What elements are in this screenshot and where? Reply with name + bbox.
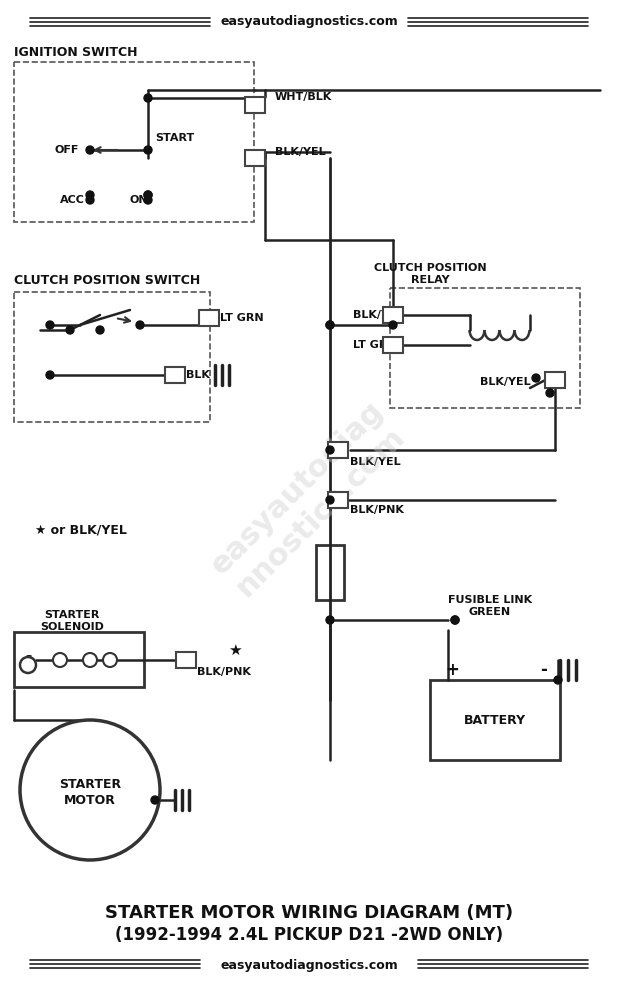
Text: START: START xyxy=(155,133,194,143)
Text: CLUTCH POSITION SWITCH: CLUTCH POSITION SWITCH xyxy=(14,273,200,286)
Circle shape xyxy=(20,657,36,673)
Text: BATTERY: BATTERY xyxy=(464,714,526,726)
Text: ★ or BLK/YEL: ★ or BLK/YEL xyxy=(35,524,127,536)
Bar xyxy=(14,632,144,687)
Text: LT GRN: LT GRN xyxy=(353,340,397,350)
Circle shape xyxy=(86,196,94,204)
Bar xyxy=(176,652,196,668)
Bar xyxy=(316,545,344,600)
Text: LT GRN: LT GRN xyxy=(220,313,264,323)
Bar xyxy=(328,442,348,458)
Text: SOLENOID: SOLENOID xyxy=(40,622,104,632)
Circle shape xyxy=(389,321,397,329)
Text: BLK/PNK: BLK/PNK xyxy=(197,667,251,677)
Text: GREEN: GREEN xyxy=(469,607,511,617)
Text: ACC: ACC xyxy=(60,195,85,205)
Bar xyxy=(328,492,348,508)
Text: BLK/PNK: BLK/PNK xyxy=(350,505,404,515)
Circle shape xyxy=(86,146,94,154)
Circle shape xyxy=(144,191,152,199)
Circle shape xyxy=(46,321,54,329)
Circle shape xyxy=(144,191,152,199)
Text: (1992-1994 2.4L PICKUP D21 -2WD ONLY): (1992-1994 2.4L PICKUP D21 -2WD ONLY) xyxy=(115,926,503,944)
Text: easyautodiagnostics.com: easyautodiagnostics.com xyxy=(220,15,398,28)
Circle shape xyxy=(532,374,540,382)
Circle shape xyxy=(151,796,159,804)
Text: BLK/YEL: BLK/YEL xyxy=(480,377,531,387)
Circle shape xyxy=(326,446,334,454)
Bar xyxy=(14,292,210,422)
Bar xyxy=(14,62,254,222)
Text: +: + xyxy=(445,661,459,679)
Text: easyautodiagnostics.com: easyautodiagnostics.com xyxy=(220,960,398,972)
Text: STARTER: STARTER xyxy=(59,778,121,792)
Text: BLK/YEL: BLK/YEL xyxy=(350,457,400,467)
Text: BLK/YEL: BLK/YEL xyxy=(353,310,404,320)
Circle shape xyxy=(136,321,144,329)
Text: S: S xyxy=(24,655,32,665)
Text: STARTER MOTOR WIRING DIAGRAM (MT): STARTER MOTOR WIRING DIAGRAM (MT) xyxy=(105,904,513,922)
Bar xyxy=(245,97,265,113)
Text: easyautodiag
nnostics.com: easyautodiag nnostics.com xyxy=(205,396,413,604)
Circle shape xyxy=(451,616,459,624)
Text: CLUTCH POSITION: CLUTCH POSITION xyxy=(374,263,486,273)
Circle shape xyxy=(144,146,152,154)
Circle shape xyxy=(546,389,554,397)
Bar xyxy=(545,372,565,388)
Circle shape xyxy=(46,371,54,379)
Circle shape xyxy=(144,196,152,204)
Circle shape xyxy=(86,191,94,199)
Text: WHT/BLK: WHT/BLK xyxy=(275,92,332,102)
Text: MOTOR: MOTOR xyxy=(64,794,116,806)
Circle shape xyxy=(103,653,117,667)
Text: OFF: OFF xyxy=(55,145,79,155)
Circle shape xyxy=(96,326,104,334)
Circle shape xyxy=(83,653,97,667)
Circle shape xyxy=(326,496,334,504)
Circle shape xyxy=(144,94,152,102)
Text: FUSIBLE LINK: FUSIBLE LINK xyxy=(448,595,532,605)
Bar xyxy=(383,337,403,353)
Text: -: - xyxy=(540,661,547,679)
Text: ON: ON xyxy=(130,195,148,205)
Circle shape xyxy=(554,676,562,684)
Bar xyxy=(199,310,219,326)
Text: RELAY: RELAY xyxy=(411,275,449,285)
Text: STARTER: STARTER xyxy=(44,610,99,620)
Bar xyxy=(383,307,403,323)
Circle shape xyxy=(66,326,74,334)
Bar xyxy=(390,288,580,408)
Circle shape xyxy=(20,720,160,860)
Bar xyxy=(165,367,185,383)
Bar xyxy=(430,680,560,760)
Circle shape xyxy=(326,321,334,329)
Circle shape xyxy=(451,616,459,624)
Text: BLK: BLK xyxy=(186,370,210,380)
Circle shape xyxy=(53,653,67,667)
Bar xyxy=(245,150,265,166)
Text: BLK/YEL: BLK/YEL xyxy=(275,147,326,157)
Text: ★: ★ xyxy=(228,643,242,658)
Circle shape xyxy=(326,616,334,624)
Circle shape xyxy=(326,321,334,329)
Text: IGNITION SWITCH: IGNITION SWITCH xyxy=(14,45,137,58)
